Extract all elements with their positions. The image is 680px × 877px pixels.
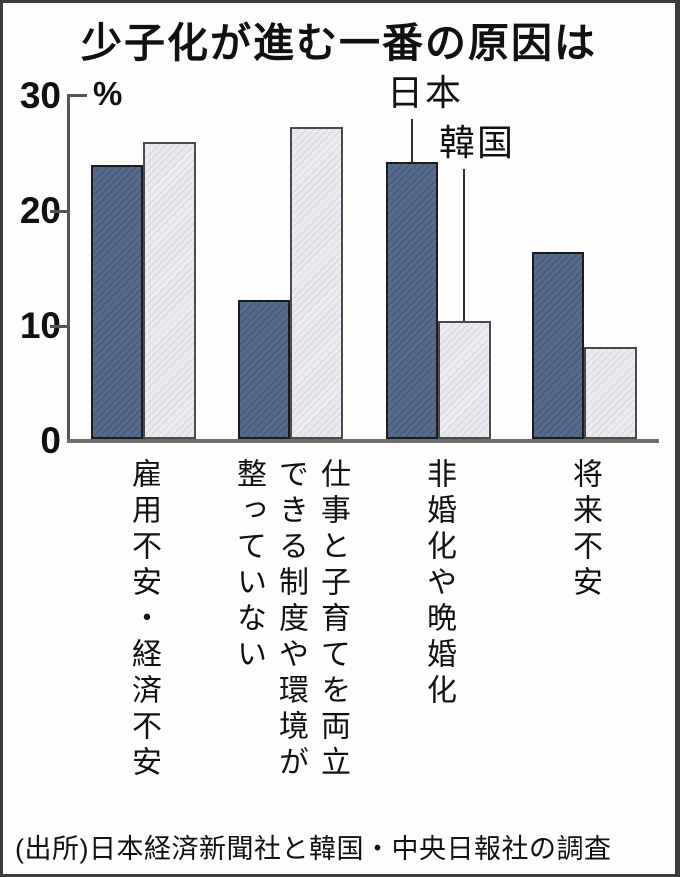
bar-korea-1 [290,127,343,439]
y-axis-top-corner-tick [67,94,87,97]
legend-leader-line-japan [411,119,413,162]
x-axis-line [67,439,659,443]
legend-label-korea: 韓国 [439,122,516,163]
y-axis-tick-label: 0 [40,420,61,461]
y-axis-tick-mark [50,325,70,328]
y-axis-unit-label: % [93,75,123,112]
bar-japan-1 [238,299,290,439]
bar-korea-3 [584,346,637,439]
chart-title: 少子化が進む一番の原因は [81,20,597,66]
category-label-1: 仕事と子育てを両立 できる制度や環境が 整っていない [232,458,349,782]
category-label-3: 将来不安 [568,458,601,602]
source-note: (出所)日本経済新聞社と韓国・中央日報社の調査 [15,834,612,864]
legend-leader-line-korea [463,169,465,322]
plot-area: 30 20 10 0% 日本 韓国 雇用不安・経済不安 仕事と子育てを両立 できる制度や環境が… [3,3,675,874]
y-axis-tick-mark [50,210,70,213]
y-axis-line [67,94,70,441]
bar-korea-0 [143,142,196,439]
category-label-2: 非婚化や晩婚化 [422,458,455,710]
bar-japan-0 [91,165,143,439]
y-axis-tick-label: 30 [19,75,61,116]
bar-korea-2 [438,321,491,439]
bar-japan-2 [386,161,438,439]
legend-label-japan: 日本 [387,72,464,113]
category-label-0: 雇用不安・経済不安 [127,458,160,782]
bar-japan-3 [532,252,584,439]
